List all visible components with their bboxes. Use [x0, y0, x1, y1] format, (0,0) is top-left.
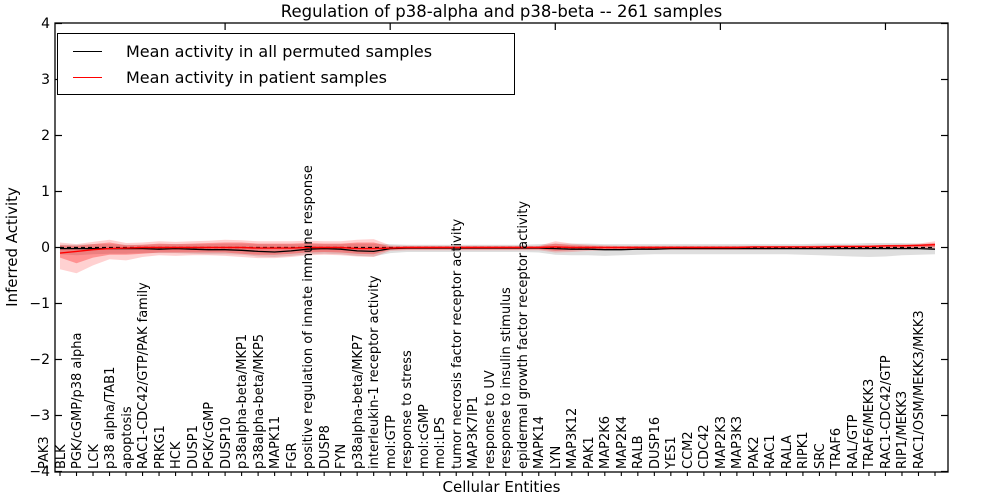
x-tick-label: p38alpha-beta/MKP7 [350, 333, 366, 469]
x-tick-label: LYN [548, 445, 564, 469]
x-tick-label: mol:GTP [383, 415, 399, 469]
x-tick-label: RAC1-CDC42/GTP [878, 355, 894, 469]
x-tick-label: BLK [53, 444, 69, 469]
x-tick-label: PGK/cGMP/p38 alpha [70, 332, 86, 469]
mean-line-patient [59, 244, 936, 254]
x-tick-label: DUSP8 [317, 425, 333, 469]
x-tick-label: epidermal growth factor receptor activit… [515, 200, 531, 469]
x-tick-label: DUSP10 [218, 416, 234, 469]
legend-entry-patient: Mean activity in patient samples [58, 64, 514, 90]
x-tick-label: YES1 [664, 436, 680, 469]
x-tick-label: DUSP1 [185, 425, 201, 469]
x-tick-label: p38alpha-beta/MKP5 [251, 333, 267, 469]
x-tick-label: RAC1-CDC42/GTP/PAK family [136, 282, 152, 469]
permuted-samples-band [60, 243, 935, 257]
x-tick-label: RAC1/OSM/MEKK3/MKK3 [912, 310, 927, 469]
x-tick-label: MAPK11 [268, 415, 284, 469]
x-tick-label: RALB [631, 435, 647, 469]
legend-line-permuted-icon [73, 50, 102, 52]
y-tick-label: −2 [29, 351, 50, 368]
x-tick-label: FYN [334, 443, 350, 469]
x-tick-label: MAP2K4 [614, 415, 630, 469]
y-tick-label: 1 [41, 183, 50, 200]
x-tick-label: response to stress [400, 350, 416, 469]
y-tick-label: 2 [41, 127, 50, 144]
legend: Mean activity in all permuted samples Me… [57, 33, 515, 95]
y-tick-label: 4 [41, 15, 50, 32]
x-tick-label: RIPK1 [796, 431, 812, 469]
x-tick-label: MAP2K6 [598, 415, 614, 469]
y-tick-label: 3 [41, 71, 50, 88]
chart-title: Regulation of p38-alpha and p38-beta -- … [280, 2, 723, 21]
x-tick-label: RAL/GTP [845, 414, 861, 469]
x-tick-label: DUSP16 [647, 416, 663, 469]
x-tick-label: tumor necrosis factor receptor activity [449, 218, 465, 469]
legend-line-patient-icon [73, 76, 102, 78]
x-tick-label: CCM2 [680, 431, 696, 469]
x-tick-label: response to insulin stimulus [499, 287, 515, 469]
x-tick-label: MAPK14 [532, 415, 548, 469]
x-tick-label: p38 alpha/TAB1 [103, 366, 119, 469]
x-tick-label: apoptosis [119, 406, 135, 469]
x-tick-label: positive regulation of innate immune res… [301, 165, 317, 469]
x-tick-label: CDC42 [697, 424, 713, 469]
y-tick-label: −3 [29, 407, 50, 424]
x-tick-label: interleukin-1 receptor activity [367, 275, 383, 469]
y-tick-label: 0 [41, 239, 50, 256]
x-tick-label: TRAF6 [829, 427, 845, 469]
y-tick-label: −4 [29, 463, 50, 480]
x-tick-label: PAK1 [581, 436, 597, 469]
x-tick-label: mol:LPS [433, 417, 449, 469]
legend-label-patient: Mean activity in patient samples [126, 67, 387, 87]
x-tick-label: TRAF6/MEKK3 [862, 378, 878, 469]
x-tick-label: MAP3K7IP1 [466, 396, 482, 469]
x-tick-label: RALA [779, 435, 795, 469]
y-tick-label: −1 [29, 295, 50, 312]
x-tick-label: FGR [284, 442, 300, 469]
x-tick-label: SRC [812, 443, 828, 469]
x-tick-label: PAK3 [37, 436, 52, 469]
legend-entry-permuted: Mean activity in all permuted samples [58, 38, 514, 64]
x-tick-label: p38alpha-beta/MKP1 [235, 333, 251, 469]
x-tick-label: HCK [169, 441, 185, 469]
x-tick-label: MAP2K3 [713, 415, 729, 469]
legend-label-permuted: Mean activity in all permuted samples [126, 41, 433, 61]
x-tick-label: RIP1/MEKK3 [895, 390, 911, 469]
x-tick-label: PGK/cGMP [202, 401, 218, 469]
x-tick-label: mol:cGMP [416, 404, 432, 469]
x-tick-label: LCK [86, 444, 102, 469]
x-tick-label: response to UV [482, 370, 498, 469]
x-tick-label: RAC1 [763, 434, 779, 469]
x-tick-label: PRKG1 [152, 425, 168, 469]
x-tick-label: MAP3K3 [730, 415, 746, 469]
x-tick-label: PAK2 [746, 436, 762, 469]
x-axis-title: Cellular Entities [442, 478, 561, 496]
x-tick-label: MAP3K12 [565, 407, 581, 469]
